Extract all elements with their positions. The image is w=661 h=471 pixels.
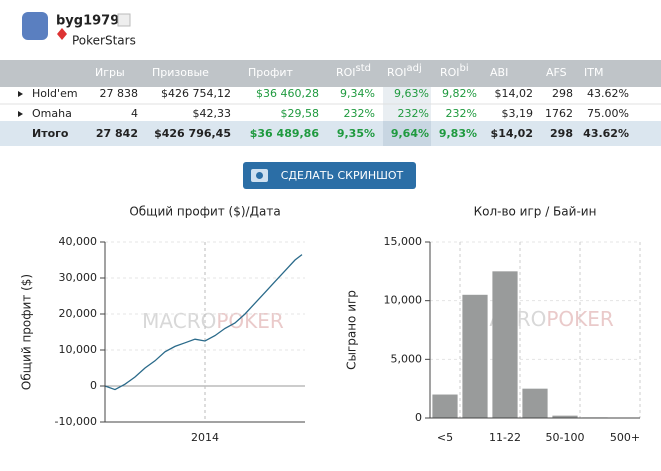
y-tick-label: 20,000 — [59, 307, 98, 320]
table-cell: 9,63% — [394, 87, 429, 100]
table-cell: 9,34% — [340, 87, 375, 100]
total-cell: $426 796,45 — [154, 127, 231, 140]
column-sup: std — [356, 63, 371, 74]
x-tick-label: 500+ — [610, 431, 640, 444]
y-tick-label: 10,000 — [384, 294, 423, 307]
total-cell: 9,35% — [337, 127, 375, 140]
table-cell: $36 460,28 — [256, 87, 319, 100]
y-tick-label: -10,000 — [55, 415, 97, 428]
y-tick-label: 0 — [415, 411, 422, 424]
bar — [522, 389, 547, 418]
table-cell: $3,19 — [502, 107, 534, 120]
table-cell: Omaha — [32, 107, 72, 120]
column-header: AFS — [546, 66, 567, 79]
watermark-part: POKER — [216, 309, 284, 333]
expand-arrow — [18, 91, 23, 97]
total-cell: 9,64% — [391, 127, 429, 140]
table-cell: $426 754,12 — [161, 87, 231, 100]
table-cell: 27 838 — [100, 87, 139, 100]
y-tick-label: 40,000 — [59, 235, 98, 248]
bar — [432, 395, 457, 418]
total-cell: 43.62% — [583, 127, 629, 140]
y-tick-label: 10,000 — [59, 343, 98, 356]
column-header: Игры — [95, 66, 125, 79]
table-cell: Hold'em — [32, 87, 78, 100]
watermark: MACROPOKER — [142, 309, 284, 333]
table-cell: 1762 — [545, 107, 573, 120]
total-cell: $36 489,86 — [250, 127, 320, 140]
column-header: ITM — [584, 66, 603, 79]
x-tick-label: 50-100 — [546, 431, 585, 444]
site-name: PokerStars — [72, 34, 136, 48]
x-tick-label: <5 — [437, 431, 453, 444]
bar — [492, 271, 517, 418]
table-cell: 9,82% — [442, 87, 477, 100]
table-cell: 232% — [398, 107, 429, 120]
y-tick-label: 0 — [90, 379, 97, 392]
y-axis-label: Сыграно игр — [345, 290, 359, 370]
y-axis-label: Общий профит ($) — [20, 274, 34, 390]
site-icon — [57, 28, 67, 40]
table-cell: 232% — [446, 107, 477, 120]
column-header: Профит — [248, 66, 294, 79]
table-cell: 4 — [131, 107, 138, 120]
y-tick-label: 5,000 — [391, 352, 423, 365]
total-cell: 298 — [550, 127, 573, 140]
total-cell: 9,83% — [439, 127, 477, 140]
table-cell: 232% — [344, 107, 375, 120]
total-cell: Итого — [32, 127, 69, 140]
column-header: ABI — [490, 66, 508, 79]
x-tick-label: 2014 — [191, 431, 219, 444]
table-cell: $29,58 — [281, 107, 320, 120]
user-name: byg1979 — [56, 14, 119, 29]
column-sup: bi — [460, 63, 469, 74]
column-sup: adj — [407, 63, 422, 74]
y-tick-label: 30,000 — [59, 271, 98, 284]
avatar — [22, 12, 48, 40]
expand-arrow — [18, 111, 23, 117]
table-cell: 43.62% — [587, 87, 629, 100]
table-cell: 298 — [552, 87, 573, 100]
column-header: Призовые — [152, 66, 209, 79]
table-cell: 75.00% — [587, 107, 629, 120]
total-cell: 27 842 — [96, 127, 138, 140]
x-tick-label: 11-22 — [489, 431, 521, 444]
table-cell: $14,02 — [495, 87, 534, 100]
screenshot-button[interactable]: СДЕЛАТЬ СКРИНШОТ — [243, 162, 416, 189]
chart-title: Кол-во игр / Бай-ин — [474, 205, 597, 219]
total-cell: $14,02 — [491, 127, 533, 140]
table-cell: $42,33 — [193, 107, 232, 120]
flag-icon — [118, 14, 130, 26]
button-label[interactable]: СДЕЛАТЬ СКРИНШОТ — [281, 169, 404, 182]
y-tick-label: 15,000 — [384, 235, 423, 248]
bar — [462, 295, 487, 418]
chart-title: Общий профит ($)/Дата — [129, 205, 280, 219]
